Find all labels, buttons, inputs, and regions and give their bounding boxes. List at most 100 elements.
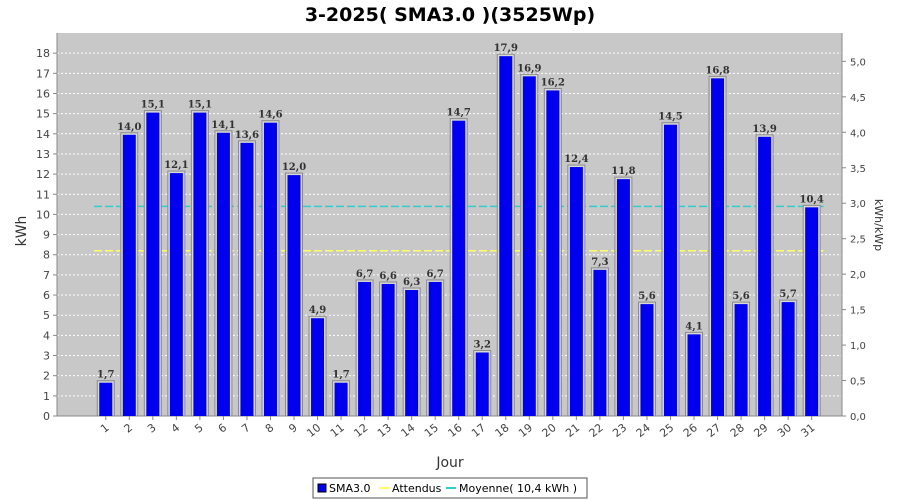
bar <box>146 112 160 417</box>
y-tick-label: 4 <box>43 329 50 342</box>
x-tick-label: 27 <box>704 421 723 440</box>
bar <box>546 90 560 416</box>
x-tick-label: 2 <box>122 421 136 436</box>
data-label: 13,9 <box>752 124 776 135</box>
bar <box>805 207 819 416</box>
y2-tick-label: 1,0 <box>850 341 866 352</box>
y2-tick-label: 0,5 <box>850 377 866 388</box>
y-tick-label: 9 <box>43 229 50 242</box>
y2-tick-label: 3,0 <box>850 199 866 210</box>
bar <box>193 112 207 417</box>
bar <box>640 304 654 416</box>
legend-label-moyenne: Moyenne( 10,4 kWh ) <box>459 482 577 495</box>
x-tick-label: 10 <box>304 421 323 440</box>
bar <box>169 173 183 416</box>
x-tick-label: 15 <box>422 421 441 440</box>
bar <box>405 290 419 416</box>
legend-swatch-sma <box>317 483 327 493</box>
x-tick-label: 20 <box>540 421 559 440</box>
x-tick-label: 7 <box>239 421 253 436</box>
y-tick-label: 11 <box>36 188 50 201</box>
x-tick-label: 4 <box>169 421 183 436</box>
bar <box>522 76 536 417</box>
bar <box>663 124 677 417</box>
legend-label-attendus: Attendus <box>392 482 442 495</box>
y-tick-label: 5 <box>43 309 50 322</box>
x-tick-label: 8 <box>263 421 277 436</box>
x-tick-label: 19 <box>516 421 535 440</box>
x-tick-label: 17 <box>469 421 488 440</box>
x-tick-label: 28 <box>728 421 747 440</box>
y-tick-label: 3 <box>43 350 50 363</box>
bar <box>781 302 795 416</box>
bar <box>569 167 583 416</box>
data-label: 14,0 <box>117 122 141 133</box>
x-tick-label: 11 <box>328 421 347 440</box>
x-tick-label: 24 <box>634 421 653 440</box>
y2-tick-label: 4,5 <box>850 93 866 104</box>
legend: SMA3.0 Attendus Moyenne( 10,4 kWh ) <box>312 477 588 499</box>
bar <box>475 352 489 416</box>
y2-axis-title: kWh/kWp <box>872 199 885 251</box>
y-tick-label: 17 <box>36 67 50 80</box>
y2-tick-label: 3,5 <box>850 164 866 175</box>
y2-tick-label: 1,5 <box>850 306 866 317</box>
x-tick-label: 3 <box>145 421 159 436</box>
data-label: 14,5 <box>658 112 682 123</box>
y2-tick-label: 2,0 <box>850 270 866 281</box>
bar <box>734 304 748 416</box>
bar <box>452 120 466 416</box>
data-label: 12,4 <box>564 154 588 165</box>
x-tick-label: 26 <box>681 421 700 440</box>
x-tick-label: 14 <box>398 421 417 440</box>
data-label: 6,7 <box>356 269 373 280</box>
x-tick-label: 1 <box>98 421 112 436</box>
data-label: 16,8 <box>705 65 729 76</box>
x-tick-label: 30 <box>775 421 794 440</box>
data-label: 14,1 <box>211 120 235 131</box>
data-label: 16,2 <box>541 77 565 88</box>
bar <box>499 56 513 417</box>
y-tick-label: 6 <box>43 289 50 302</box>
bar <box>122 134 136 416</box>
data-label: 12,0 <box>282 162 306 173</box>
data-label: 12,1 <box>164 160 188 171</box>
data-label: 10,4 <box>799 194 823 205</box>
y-tick-label: 16 <box>36 87 50 100</box>
y-tick-label: 10 <box>36 208 50 221</box>
data-label: 6,6 <box>379 271 396 282</box>
y-tick-label: 8 <box>43 249 50 262</box>
y-tick-label: 12 <box>36 168 50 181</box>
x-tick-label: 6 <box>216 421 230 436</box>
bar <box>593 269 607 416</box>
y-tick-label: 1 <box>43 390 50 403</box>
chart-title: 3-2025( SMA3.0 )(3525Wp) <box>305 4 595 26</box>
data-label: 15,1 <box>141 100 165 111</box>
bar <box>263 122 277 417</box>
data-label: 1,7 <box>332 370 349 381</box>
x-axis-title: Jour <box>435 455 464 471</box>
bar <box>358 281 372 416</box>
data-label: 7,3 <box>591 257 608 268</box>
bar <box>381 283 395 416</box>
bar <box>334 382 348 416</box>
x-tick-label: 22 <box>587 421 606 440</box>
x-tick-label: 5 <box>192 421 206 436</box>
x-tick-label: 16 <box>446 421 465 440</box>
y-tick-label: 15 <box>36 108 50 121</box>
data-label: 15,1 <box>188 100 212 111</box>
y-tick-label: 14 <box>36 128 50 141</box>
x-tick-label: 21 <box>563 421 582 440</box>
bar <box>687 334 701 416</box>
y-tick-label: 7 <box>43 269 50 282</box>
data-label: 11,8 <box>611 166 635 177</box>
data-label: 16,9 <box>517 63 541 74</box>
data-label: 5,7 <box>779 289 796 300</box>
x-tick-label: 23 <box>610 421 629 440</box>
x-tick-label: 12 <box>351 421 370 440</box>
bar <box>428 281 442 416</box>
y-tick-label: 2 <box>43 370 50 383</box>
bar <box>758 136 772 416</box>
